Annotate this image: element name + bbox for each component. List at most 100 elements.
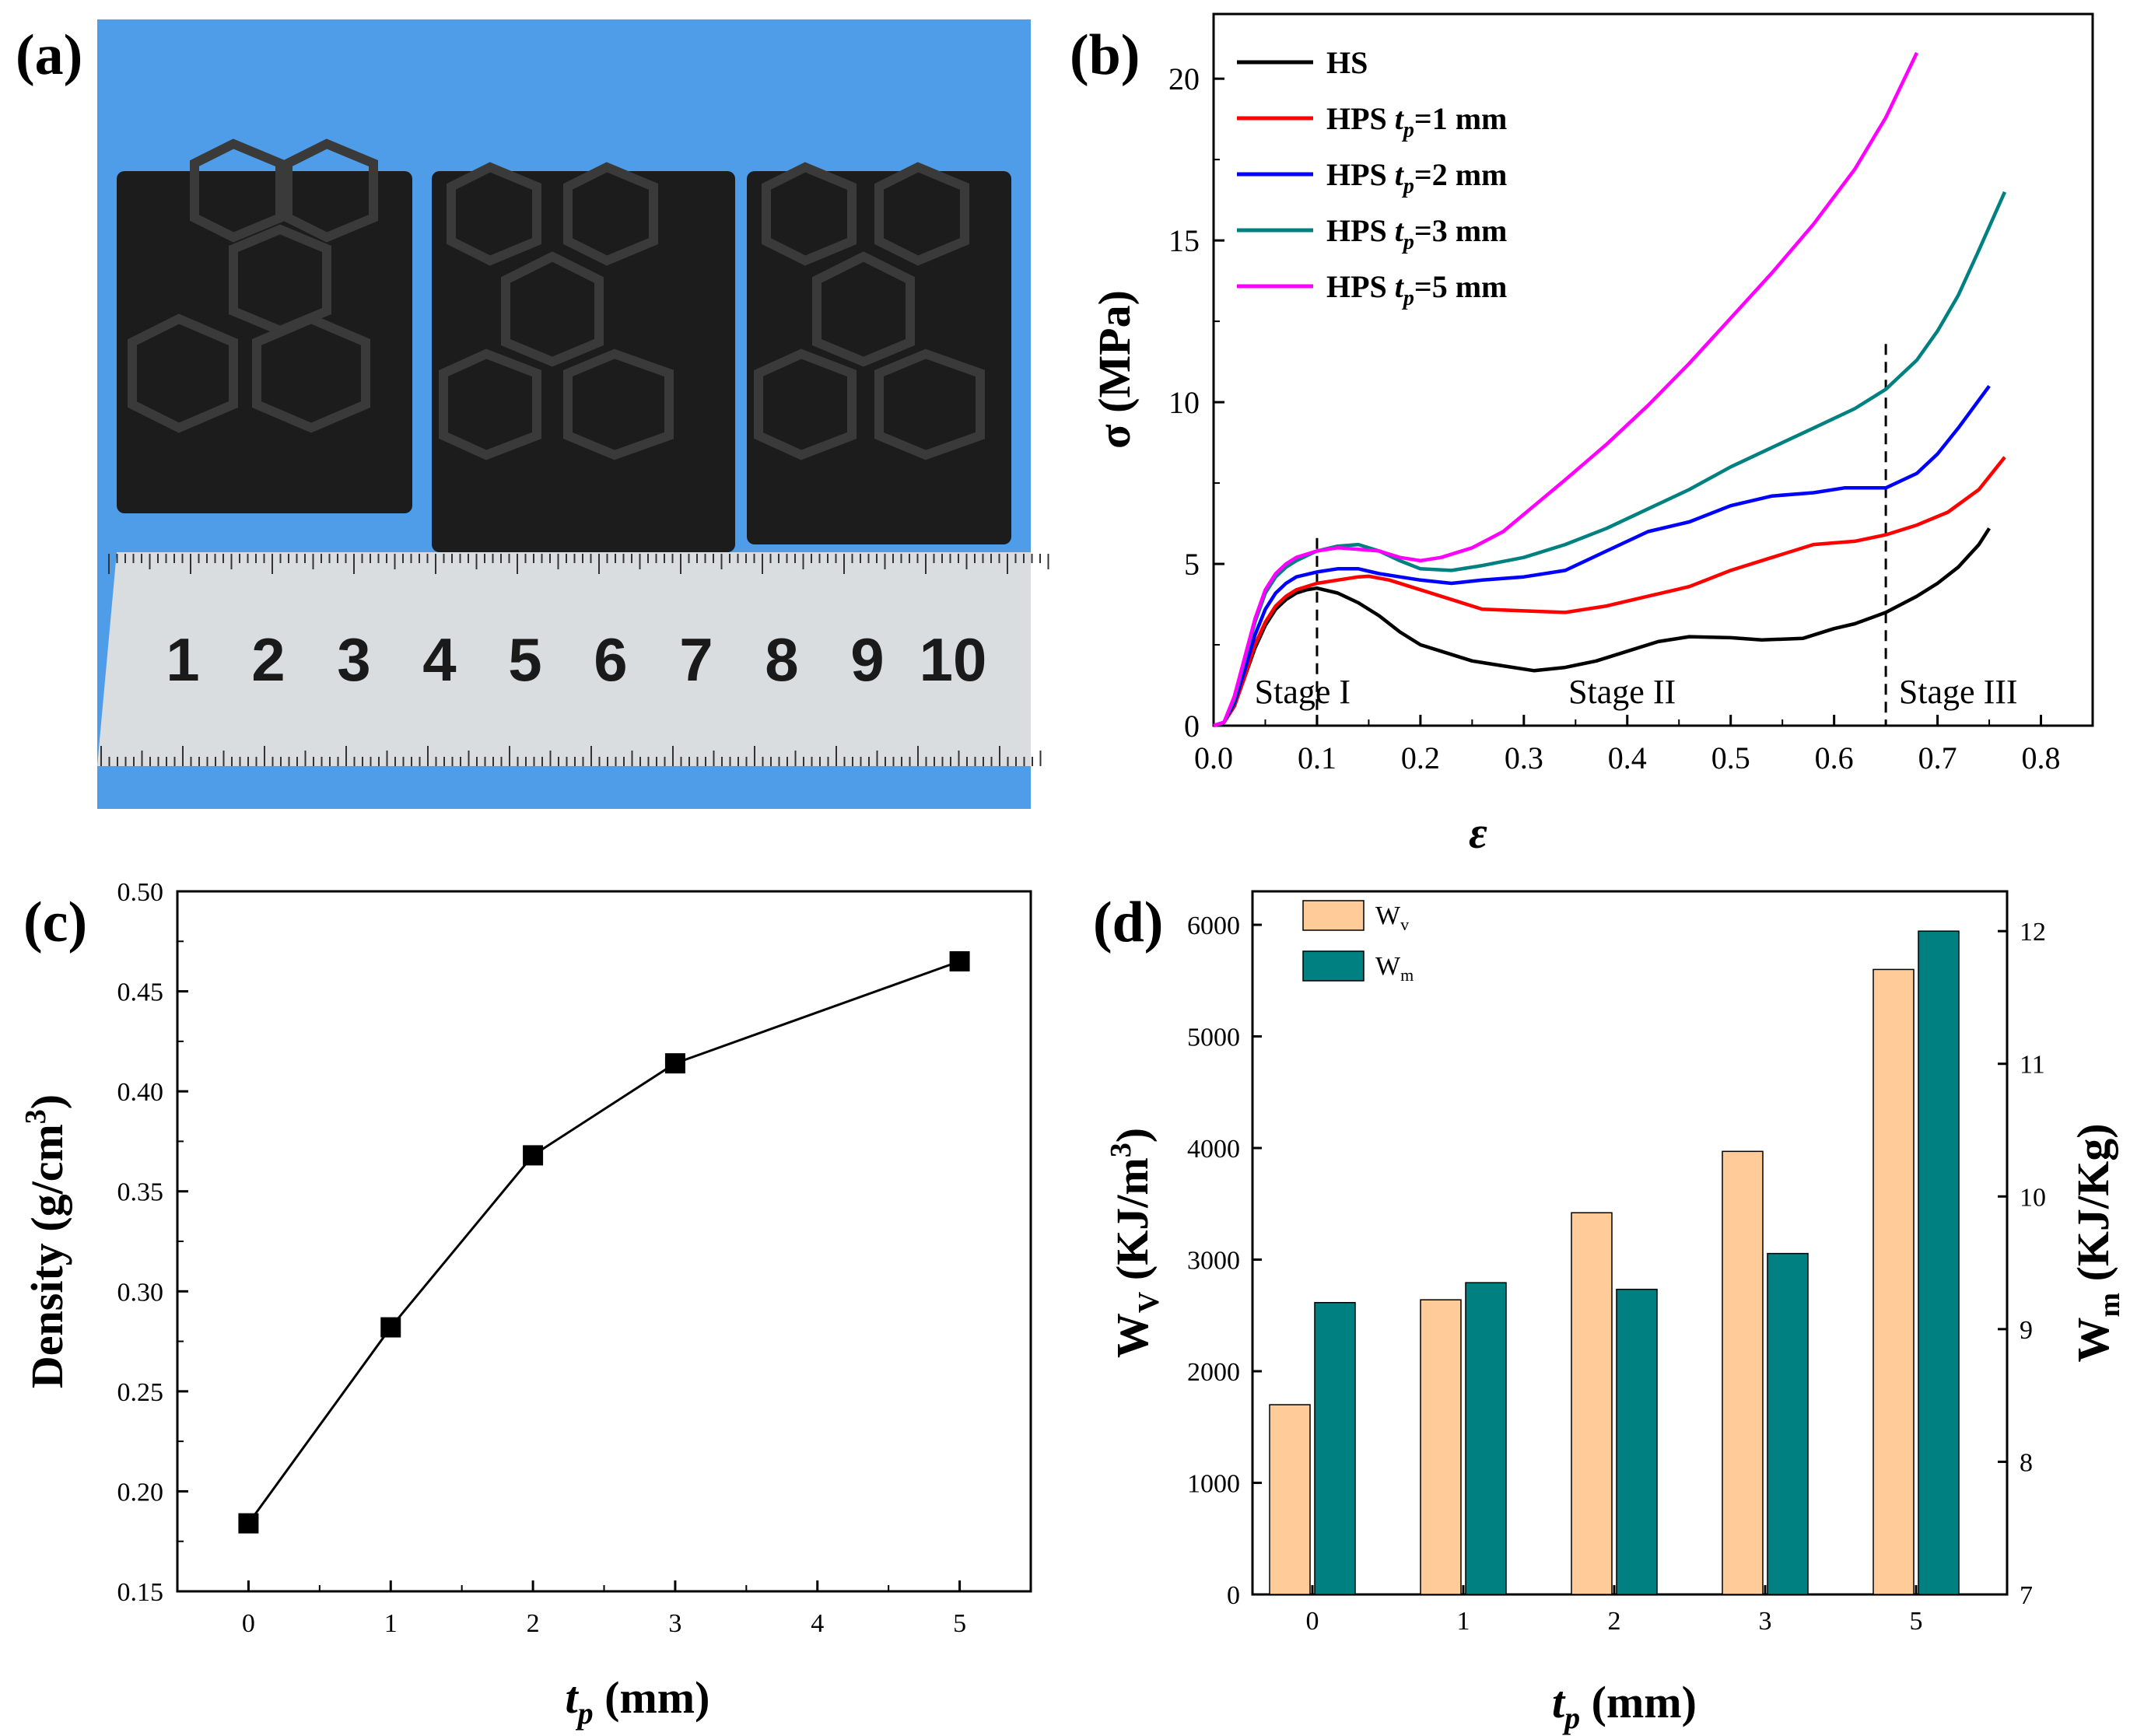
y-tick-label: 0.15: [117, 1578, 164, 1607]
y-tick-label: 0: [1184, 709, 1200, 744]
density-point: [523, 1145, 544, 1166]
density-line: [247, 960, 961, 1524]
density-point: [664, 1053, 685, 1074]
y-tick-label: 0.50: [117, 878, 164, 907]
stage-label: Stage III: [1899, 673, 2018, 711]
series-line-4: [1213, 51, 1919, 728]
y-tick-label: 0.25: [117, 1378, 164, 1407]
ruler-number: 3: [337, 625, 370, 694]
ruler-number: 7: [679, 625, 713, 694]
y-tick-label: 0.45: [117, 978, 164, 1007]
x-tick-label: 0.5: [1711, 740, 1750, 775]
bar-wv: [1571, 1212, 1613, 1595]
legend-entry: HPS tp=3 mm: [1326, 213, 1507, 254]
ruler-number: 1: [166, 625, 199, 694]
bar-wm: [1616, 1288, 1658, 1595]
x-axis-title: tp (mm): [566, 1672, 710, 1731]
y-right-tick-label: 9: [2020, 1316, 2033, 1345]
specimen-hps-b: [747, 162, 1011, 544]
y-tick-label: 5: [1184, 547, 1200, 582]
x-tick-label: 0.3: [1505, 740, 1543, 775]
y-axis-title: Density (g/cm3): [19, 1094, 72, 1388]
x-tick-label: 0.1: [1298, 740, 1337, 775]
bar-wv: [1420, 1299, 1462, 1595]
bar-wm: [1465, 1282, 1507, 1595]
ruler: 1 2 3 4 5 6 7 8 9 10: [97, 552, 1049, 766]
ruler-number: 10: [920, 625, 987, 694]
bar-wv: [1269, 1404, 1311, 1595]
legend-entry: Wm: [1375, 952, 1414, 985]
series-line-3: [1213, 191, 2007, 728]
ruler-number: 6: [594, 625, 627, 694]
legend-swatch: [1302, 900, 1365, 931]
y-tick-label: 0.20: [117, 1478, 164, 1507]
x-tick-label: 0.0: [1194, 740, 1233, 775]
stage-label: Stage II: [1568, 673, 1676, 711]
plot-frame: [176, 890, 1032, 1593]
x-tick-label: 1: [1457, 1607, 1470, 1636]
legend-entry: HPS tp=2 mm: [1326, 157, 1507, 198]
x-axis-title: tp (mm): [1552, 1677, 1697, 1735]
x-axis-title: ε: [1469, 807, 1487, 858]
legend-entry: Wv: [1375, 901, 1409, 934]
density-point: [238, 1513, 259, 1534]
y-left-tick-label: 3000: [1187, 1247, 1240, 1276]
x-tick-label: 3: [668, 1609, 681, 1638]
chart-d: 0 1 2 3 50100020003000400050006000789101112t…: [1105, 890, 2126, 1735]
y-tick-label: 20: [1168, 61, 1200, 96]
legend-entry: HS: [1326, 45, 1368, 80]
y-tick-label: 0.35: [117, 1178, 164, 1207]
ruler-number: 5: [508, 625, 541, 694]
x-tick-label: 0.7: [1918, 740, 1957, 775]
y-axis-title: σ (MPa): [1089, 290, 1140, 449]
y-right-tick-label: 12: [2020, 918, 2046, 947]
bar-wv: [1722, 1150, 1764, 1595]
density-point: [949, 951, 970, 971]
y-tick-label: 10: [1168, 385, 1200, 420]
ruler-number: 9: [850, 625, 884, 694]
panel-label-a: (a): [16, 23, 82, 87]
legend-entry: HPS tp=5 mm: [1326, 269, 1507, 310]
y-left-tick-label: 5000: [1187, 1024, 1240, 1052]
panel-label-c: (c): [23, 891, 87, 954]
x-tick-label: 0: [242, 1609, 255, 1638]
x-tick-label: 0.4: [1608, 740, 1647, 775]
series-line-1: [1213, 456, 2006, 728]
chart-b: 0.0 0.1 0.2 0.3 0.4 0.5 0.6 0.7 0.8 0 5 10 15 20 ε σ (M…: [1089, 12, 2094, 858]
panel-label-d: (d): [1093, 891, 1163, 954]
x-tick-label: 4: [811, 1609, 824, 1638]
legend-swatch: [1302, 950, 1365, 982]
chart-c: 0 1 2 3 4 5 0.15 0.20 0.25 0.30 0.35 0.40 0.45 0.50 tp…: [19, 878, 1032, 1731]
x-tick-label: 5: [953, 1609, 966, 1638]
series-line-0: [1213, 527, 1991, 728]
panel-label-b: (b): [1070, 23, 1140, 87]
y-left-tick-label: 4000: [1187, 1135, 1240, 1164]
y-left-tick-label: 6000: [1187, 912, 1240, 940]
x-tick-label: 0.2: [1401, 740, 1440, 775]
y-right-tick-label: 10: [2020, 1183, 2046, 1212]
bar-wm: [1767, 1252, 1809, 1595]
x-tick-label: 0.6: [1815, 740, 1854, 775]
stage-label: Stage I: [1255, 673, 1351, 711]
y-right-tick-label: 11: [2020, 1051, 2045, 1080]
y-left-tick-label: 2000: [1187, 1358, 1240, 1387]
x-tick-label: 2: [527, 1609, 540, 1638]
specimen-hs: [117, 138, 412, 513]
y-right-tick-label: 7: [2020, 1581, 2033, 1610]
x-tick-label: 0: [1306, 1607, 1319, 1636]
x-tick-label: 0.8: [2022, 740, 2061, 775]
y-left-tick-label: 0: [1227, 1581, 1240, 1610]
ruler-number: 8: [765, 625, 798, 694]
bar-wv: [1873, 968, 1915, 1595]
series-line-2: [1213, 384, 1991, 728]
bar-wm: [1918, 930, 1960, 1595]
y-right-tick-label: 8: [2020, 1448, 2033, 1477]
x-tick-label: 2: [1608, 1607, 1621, 1636]
ruler-number: 2: [251, 625, 285, 694]
bar-wm: [1314, 1302, 1356, 1595]
y-tick-label: 0.40: [117, 1078, 164, 1107]
ruler-number: 4: [422, 625, 456, 694]
y-right-axis-title: Wm (KJ/Kg): [2068, 1123, 2126, 1362]
y-tick-label: 15: [1168, 223, 1200, 258]
